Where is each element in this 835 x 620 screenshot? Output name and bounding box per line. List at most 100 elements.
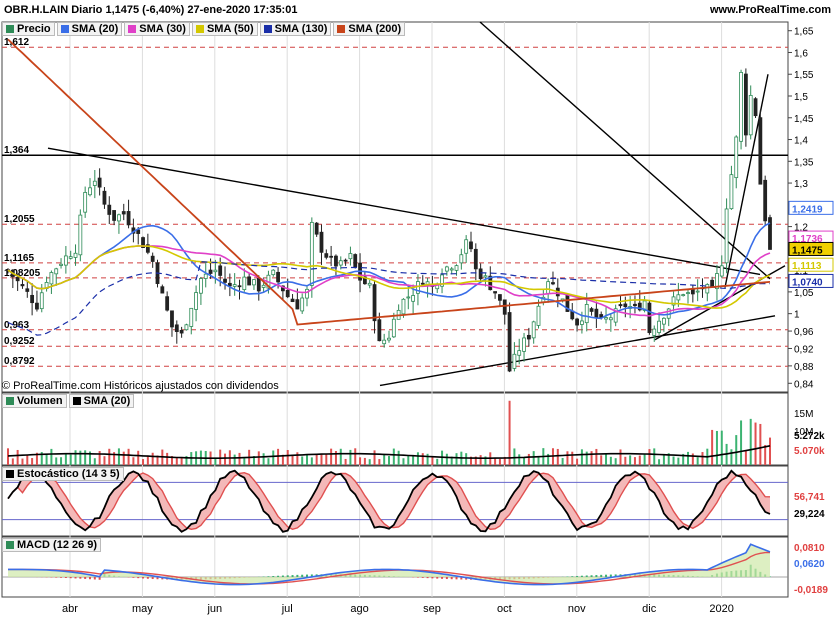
- price-marker-box: [788, 241, 834, 256]
- candle-body: [459, 254, 464, 264]
- volume-bar: [373, 450, 376, 465]
- volume-bar: [219, 449, 222, 465]
- volume-bar: [175, 457, 178, 465]
- candle-body: [203, 273, 208, 279]
- volume-bar: [267, 458, 270, 465]
- volume-bar: [79, 450, 82, 465]
- volume-bar: [571, 451, 574, 465]
- x-tick-label: abr: [62, 603, 78, 615]
- volume-bar: [537, 456, 540, 465]
- volume-bar: [325, 454, 328, 465]
- legend-item-price-5[interactable]: SMA (200): [333, 22, 406, 36]
- volume-bar: [55, 457, 58, 465]
- legend-item-stoch-0[interactable]: Estocástico (14 3 5): [2, 467, 124, 481]
- volume-bar: [127, 448, 130, 465]
- candle-body: [63, 255, 68, 266]
- candle-body: [160, 286, 165, 294]
- sma-50-line: [7, 245, 771, 309]
- legend-label: SMA (130): [274, 23, 328, 35]
- candle-body: [102, 190, 107, 205]
- legend-swatch: [337, 25, 346, 33]
- volume-bar: [84, 450, 87, 465]
- macd-histogram-bar: [156, 577, 159, 580]
- y-tick-label: 1,3: [794, 179, 808, 190]
- legend-item-volume-0[interactable]: Volumen: [2, 394, 67, 408]
- volume-bar: [88, 451, 91, 465]
- candle-body: [522, 337, 526, 352]
- volume-bar: [281, 454, 284, 465]
- macd-histogram-bar: [450, 577, 453, 580]
- macd-histogram-bar: [281, 575, 284, 577]
- volume-bar: [633, 457, 636, 465]
- legend-item-price-2[interactable]: SMA (30): [124, 22, 190, 36]
- volume-bar: [609, 456, 612, 465]
- volume-bar: [185, 455, 188, 465]
- candle-body: [743, 73, 748, 136]
- volume-bar: [677, 457, 680, 465]
- x-tick-label: 2020: [709, 603, 733, 615]
- volume-bar: [715, 430, 718, 465]
- legend-item-price-0[interactable]: Precio: [2, 22, 55, 36]
- volume-bar: [363, 457, 366, 465]
- volume-bar: [556, 448, 559, 465]
- legend-item-volume-1[interactable]: SMA (20): [68, 394, 135, 408]
- volume-bar: [648, 449, 651, 465]
- volume-tick-label: 15M: [794, 409, 813, 420]
- y-tick-label: 1,5: [794, 92, 808, 103]
- y-tick-label: 1,4: [794, 136, 808, 147]
- legend-item-price-4[interactable]: SMA (130): [259, 22, 332, 36]
- candle-body: [478, 268, 483, 280]
- candle-body: [25, 288, 30, 292]
- candle-body: [97, 177, 102, 188]
- x-tick-label: jun: [206, 603, 222, 615]
- candle-body: [637, 302, 642, 311]
- sma-200-line: [7, 38, 771, 326]
- volume-bar: [315, 453, 318, 465]
- candle-body: [526, 334, 531, 340]
- volume-bar: [233, 454, 236, 465]
- volume-bar: [74, 450, 77, 465]
- volume-bar: [359, 457, 362, 465]
- volume-bar: [629, 455, 632, 465]
- candle-body: [599, 314, 604, 318]
- sma-130-line: [7, 261, 770, 336]
- legend-swatch: [195, 25, 204, 33]
- volume-bar: [566, 451, 569, 465]
- candle-body: [174, 324, 179, 332]
- legend-item-macd-0[interactable]: MACD (12 26 9): [2, 538, 102, 552]
- stoch-value-label: 29,224: [794, 509, 825, 520]
- volume-bar: [469, 456, 472, 465]
- site-label[interactable]: www.ProRealTime.com: [709, 4, 831, 16]
- volume-value-label: 5.272k: [794, 431, 825, 442]
- candle-body: [112, 210, 117, 221]
- y-tick-label: 0,96: [794, 327, 814, 338]
- legend-label: SMA (200): [348, 23, 402, 35]
- volume-bar: [103, 456, 106, 465]
- legend-item-price-1[interactable]: SMA (20): [56, 22, 123, 36]
- candle-body: [401, 298, 406, 315]
- volume-bar: [667, 453, 670, 465]
- stoch-d-line: [7, 471, 771, 531]
- candle-body: [768, 217, 772, 250]
- legend-swatch: [72, 397, 81, 405]
- volume-bar: [310, 457, 313, 465]
- candle-body: [261, 284, 266, 288]
- candle-body: [367, 282, 372, 286]
- candle-body: [608, 317, 613, 321]
- volume-bar: [368, 459, 371, 465]
- candle-body: [136, 229, 141, 234]
- price-marker-box: [788, 257, 834, 272]
- volume-bar: [465, 453, 468, 465]
- x-tick-label: nov: [568, 603, 586, 615]
- volume-bar: [687, 451, 690, 465]
- volume-bar: [243, 457, 246, 465]
- candle-body: [189, 307, 194, 327]
- legend-label: SMA (20): [71, 23, 119, 35]
- price-marker-label: 1,1736: [792, 234, 823, 245]
- legend-item-price-3[interactable]: SMA (50): [191, 22, 258, 36]
- legend-label: MACD (12 26 9): [17, 539, 98, 551]
- volume-bar: [262, 453, 265, 465]
- candle-body: [507, 312, 512, 372]
- macd-histogram-bar: [605, 574, 608, 577]
